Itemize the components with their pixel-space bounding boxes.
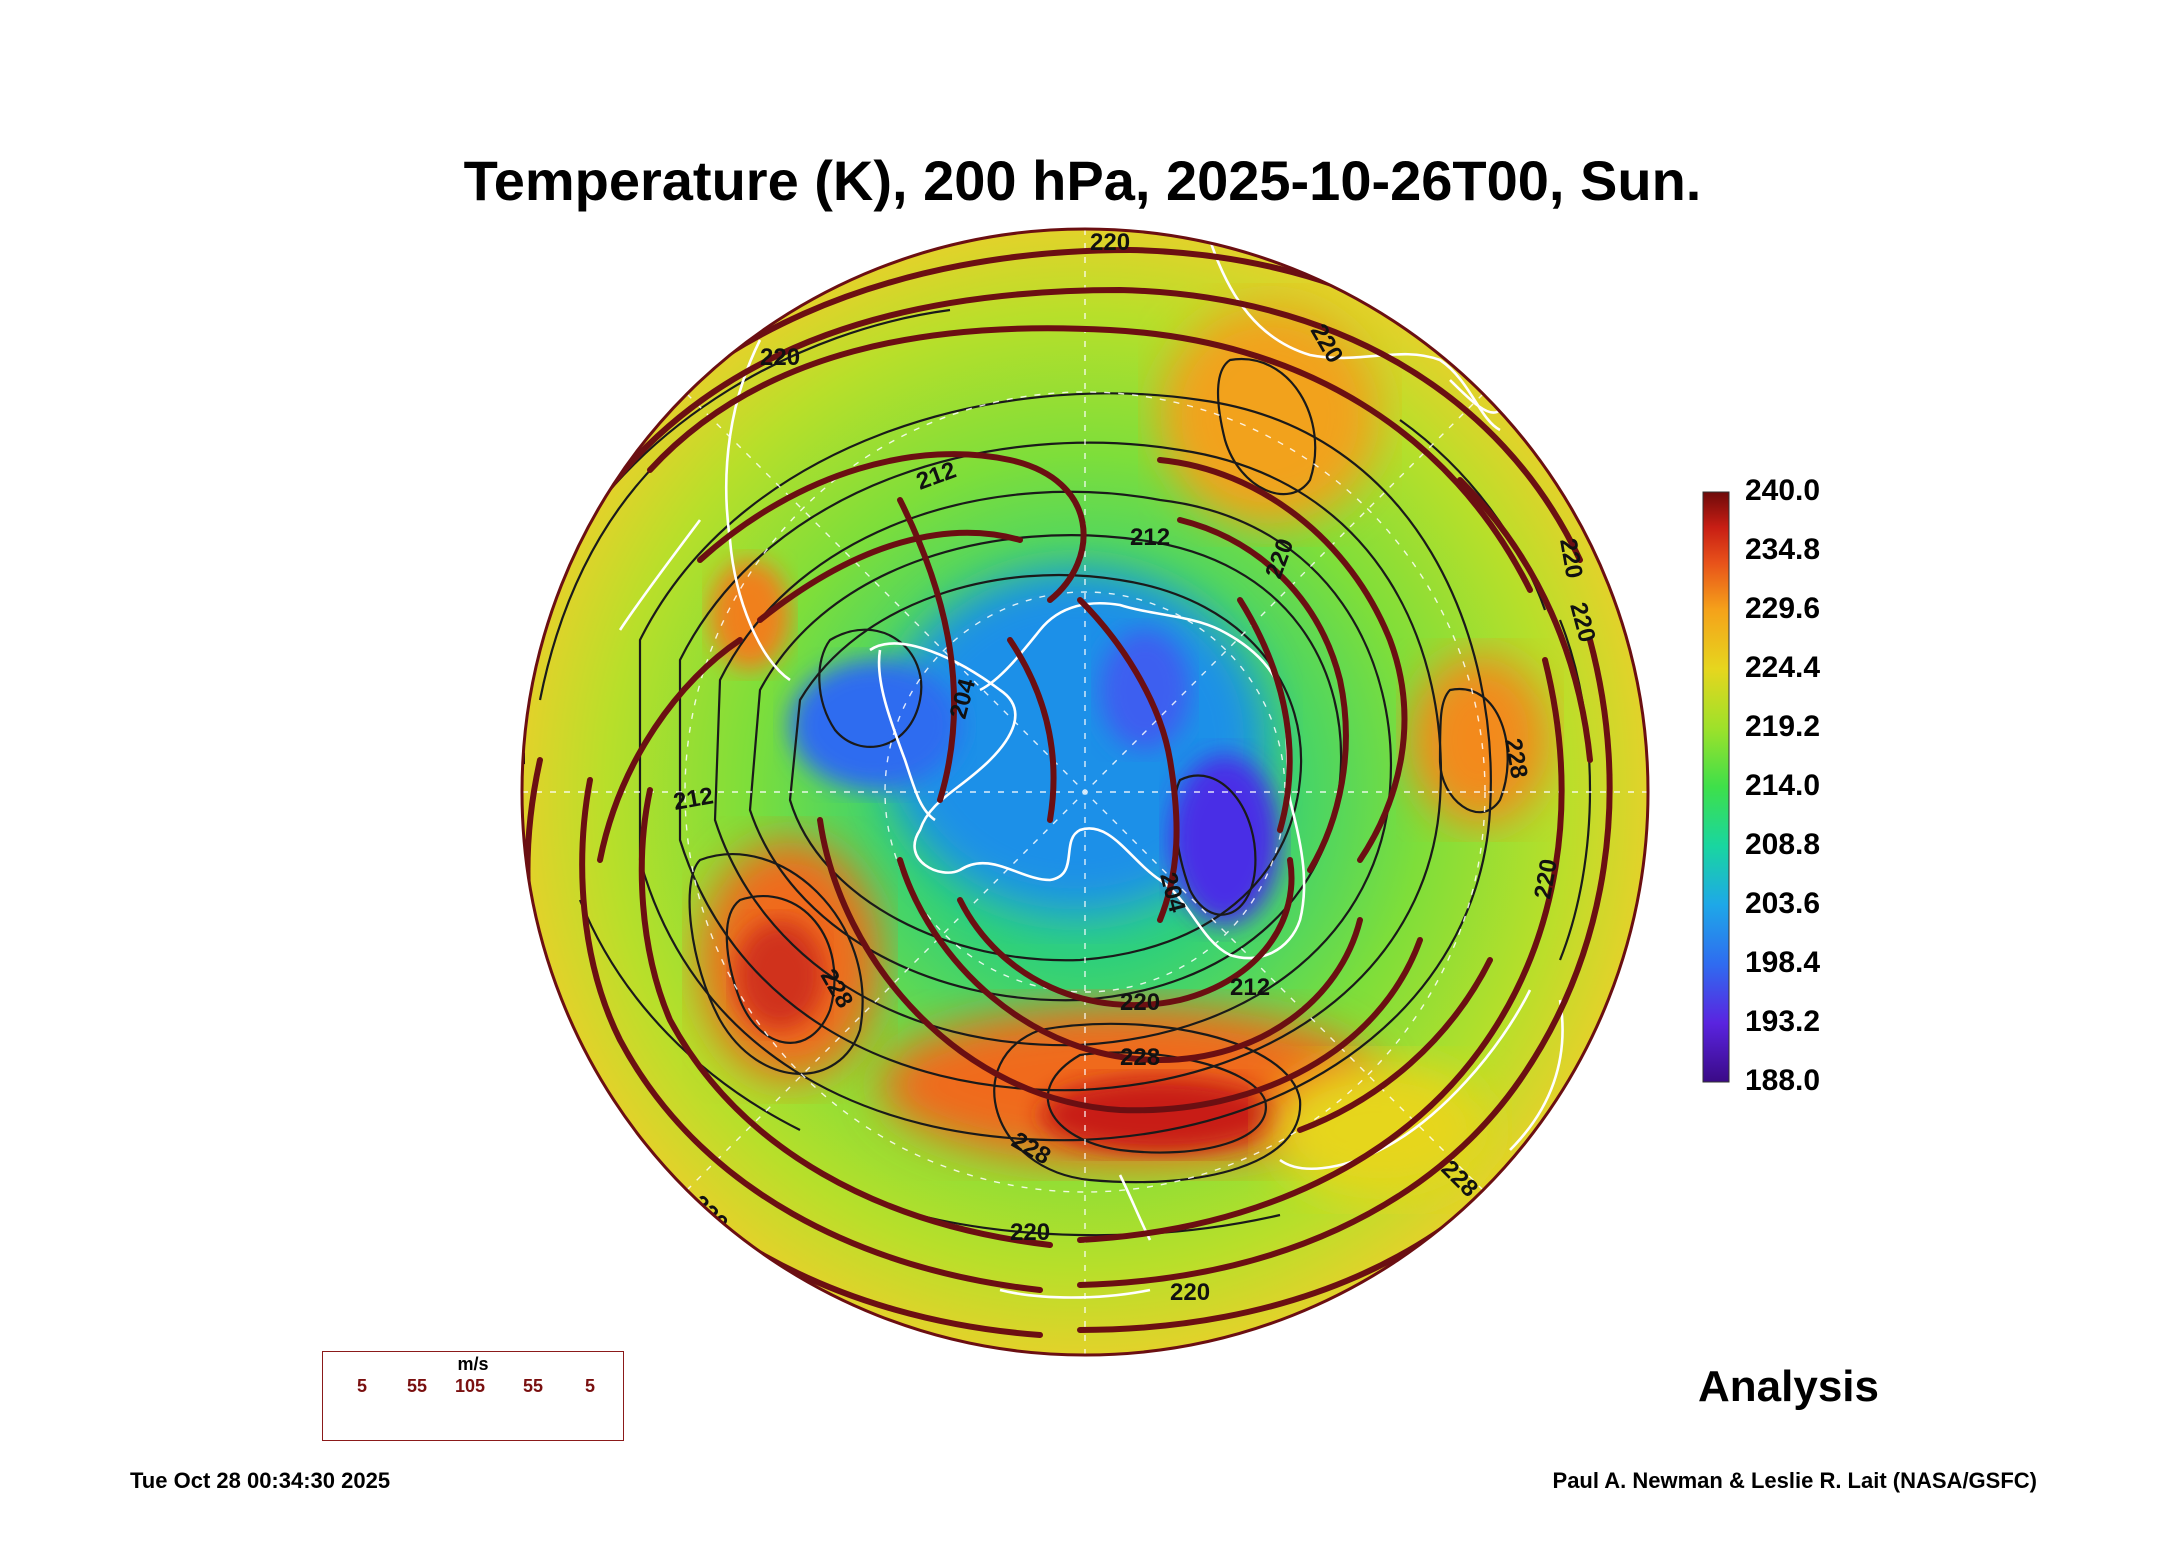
colorbar-label: 224.4 xyxy=(1745,651,1821,684)
colorbar-label: 240.0 xyxy=(1745,474,1821,507)
wind-legend-speed: 105 xyxy=(455,1376,486,1396)
wind-legend-speed: 55 xyxy=(523,1376,544,1396)
contour-label: 220 xyxy=(1170,1279,1210,1306)
colorbar-label: 219.2 xyxy=(1745,710,1821,743)
colorbar-label: 234.8 xyxy=(1745,533,1821,566)
colorbar-label: 203.6 xyxy=(1745,887,1821,920)
wind-legend-unit: m/s xyxy=(457,1354,489,1374)
cold-region-west xyxy=(790,660,960,790)
contour-label: 220 xyxy=(1090,229,1130,256)
warm-region-core-southwest xyxy=(735,920,825,1030)
timestamp: Tue Oct 28 00:34:30 2025 xyxy=(130,1468,391,1493)
contour-label: 220 xyxy=(1120,989,1160,1016)
colorbar-label: 214.0 xyxy=(1745,769,1821,802)
wind-legend-speed: 55 xyxy=(407,1376,428,1396)
map-title: Temperature (K), 200 hPa, 2025-10-26T00,… xyxy=(463,149,1702,212)
colorbar-label: 198.4 xyxy=(1745,946,1821,979)
contour-label: 212 xyxy=(1230,974,1270,1001)
colorbar-label: 229.6 xyxy=(1745,592,1821,625)
colorbar-label: 188.0 xyxy=(1745,1064,1821,1097)
map-disc-outline xyxy=(520,227,1650,1357)
contour-label: 220 xyxy=(760,344,800,371)
wind-speed-legend: m/s 5 55 105 55 5 xyxy=(322,1351,624,1441)
warm-region-southeast xyxy=(1270,1060,1490,1200)
coastlines xyxy=(618,239,1564,1299)
contour-label: 212 xyxy=(1130,524,1170,551)
credit-line: Paul A. Newman & Leslie R. Lait (NASA/GS… xyxy=(1552,1468,2037,1493)
contour-label: 220 xyxy=(1010,1219,1050,1246)
contour-label: 220 xyxy=(504,725,531,765)
graticule xyxy=(522,229,1648,1355)
colorbar-label: 208.8 xyxy=(1745,828,1821,861)
wind-legend-speed: 5 xyxy=(357,1376,368,1396)
colorbar xyxy=(1702,491,1730,1083)
contour-label: 228 xyxy=(1120,1044,1160,1071)
wind-legend-speed: 5 xyxy=(585,1376,596,1396)
warm-region-core-south xyxy=(1040,1077,1280,1153)
colorbar-label: 193.2 xyxy=(1745,1005,1821,1038)
analysis-label: Analysis xyxy=(1698,1362,1879,1411)
